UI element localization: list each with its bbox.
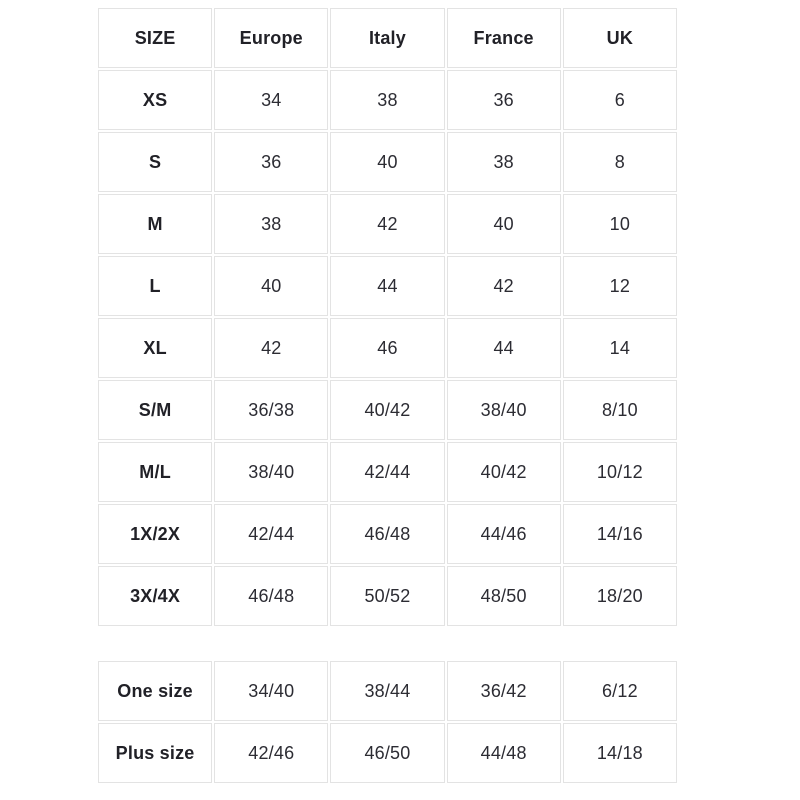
size-value-cell: 34 — [214, 70, 329, 130]
column-header: Europe — [214, 8, 329, 68]
row-size-label: One size — [98, 661, 213, 721]
column-header: France — [446, 8, 561, 68]
size-value-cell: 34/40 — [214, 661, 329, 721]
size-value-cell: 42/46 — [214, 723, 329, 783]
row-size-label: S — [98, 132, 213, 192]
size-value-cell: 40/42 — [446, 442, 561, 502]
table-row: L 40 44 42 12 — [98, 256, 677, 316]
table-row: XS 34 38 36 6 — [98, 70, 677, 130]
table-row: XL 42 46 44 14 — [98, 318, 677, 378]
size-value-cell: 18/20 — [562, 566, 677, 626]
size-value-cell: 42/44 — [214, 504, 329, 564]
size-value-cell: 46 — [330, 318, 445, 378]
size-value-cell: 42 — [214, 318, 329, 378]
size-value-cell: 12 — [562, 256, 677, 316]
size-value-cell: 48/50 — [446, 566, 561, 626]
size-value-cell: 8/10 — [562, 380, 677, 440]
size-value-cell: 42/44 — [330, 442, 445, 502]
size-value-cell: 8 — [562, 132, 677, 192]
column-header: UK — [562, 8, 677, 68]
size-value-cell: 38 — [330, 70, 445, 130]
size-value-cell: 44 — [330, 256, 445, 316]
table-row: 1X/2X 42/44 46/48 44/46 14/16 — [98, 504, 677, 564]
size-value-cell: 38 — [446, 132, 561, 192]
column-header: SIZE — [98, 8, 213, 68]
size-value-cell: 38/40 — [214, 442, 329, 502]
size-value-cell: 10/12 — [562, 442, 677, 502]
size-value-cell: 36 — [214, 132, 329, 192]
table-row: 3X/4X 46/48 50/52 48/50 18/20 — [98, 566, 677, 626]
row-size-label: S/M — [98, 380, 213, 440]
size-chart: SIZE Europe Italy France UK XS 34 38 36 6 S 36 40 38 8… — [96, 6, 679, 785]
size-value-cell: 36/42 — [446, 661, 561, 721]
size-value-cell: 14/18 — [562, 723, 677, 783]
size-value-cell: 14/16 — [562, 504, 677, 564]
table-row: M 38 42 40 10 — [98, 194, 677, 254]
size-value-cell: 44 — [446, 318, 561, 378]
table-row: One size 34/40 38/44 36/42 6/12 — [98, 661, 677, 721]
size-value-cell: 36 — [446, 70, 561, 130]
size-value-cell: 44/48 — [446, 723, 561, 783]
size-value-cell: 10 — [562, 194, 677, 254]
size-value-cell: 40 — [330, 132, 445, 192]
size-conversion-table: SIZE Europe Italy France UK XS 34 38 36 6 S 36 40 38 8… — [96, 6, 679, 628]
size-value-cell: 46/50 — [330, 723, 445, 783]
size-value-cell: 14 — [562, 318, 677, 378]
table-row: S 36 40 38 8 — [98, 132, 677, 192]
size-value-cell: 42 — [330, 194, 445, 254]
table-row: S/M 36/38 40/42 38/40 8/10 — [98, 380, 677, 440]
row-size-label: Plus size — [98, 723, 213, 783]
size-value-cell: 38/40 — [446, 380, 561, 440]
size-value-cell: 46/48 — [214, 566, 329, 626]
size-value-cell: 44/46 — [446, 504, 561, 564]
column-header: Italy — [330, 8, 445, 68]
row-size-label: XL — [98, 318, 213, 378]
row-size-label: M/L — [98, 442, 213, 502]
table-row: Plus size 42/46 46/50 44/48 14/18 — [98, 723, 677, 783]
size-value-cell: 50/52 — [330, 566, 445, 626]
size-value-cell: 40 — [214, 256, 329, 316]
row-size-label: XS — [98, 70, 213, 130]
size-value-cell: 40 — [446, 194, 561, 254]
size-value-cell: 38/44 — [330, 661, 445, 721]
special-sizes-table: One size 34/40 38/44 36/42 6/12 Plus size 42/4… — [96, 659, 679, 785]
size-value-cell: 42 — [446, 256, 561, 316]
header-row: SIZE Europe Italy France UK — [98, 8, 677, 68]
table-row: M/L 38/40 42/44 40/42 10/12 — [98, 442, 677, 502]
row-size-label: 1X/2X — [98, 504, 213, 564]
row-size-label: 3X/4X — [98, 566, 213, 626]
size-value-cell: 46/48 — [330, 504, 445, 564]
row-size-label: L — [98, 256, 213, 316]
size-value-cell: 6 — [562, 70, 677, 130]
size-value-cell: 6/12 — [562, 661, 677, 721]
size-value-cell: 38 — [214, 194, 329, 254]
size-value-cell: 36/38 — [214, 380, 329, 440]
size-value-cell: 40/42 — [330, 380, 445, 440]
row-size-label: M — [98, 194, 213, 254]
